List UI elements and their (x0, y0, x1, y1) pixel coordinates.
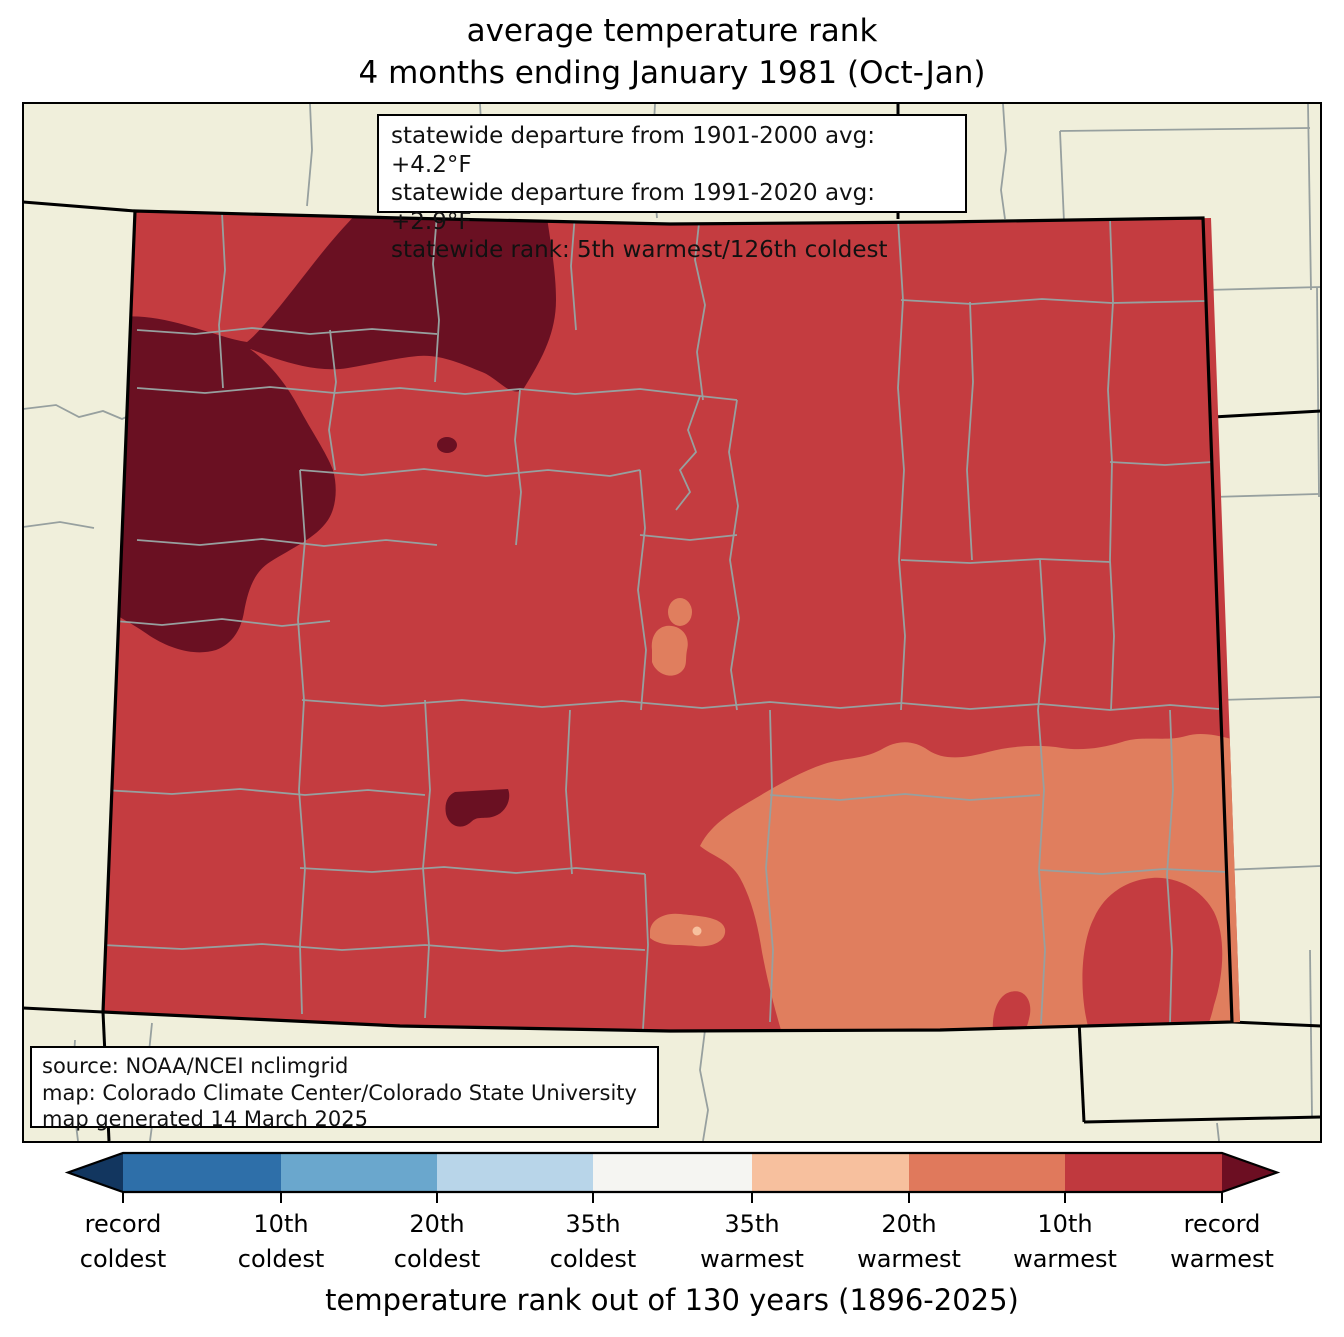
cb-label-text: warmest (857, 1245, 961, 1273)
colorbar-seg-4 (752, 1153, 909, 1192)
cb-label-text: 35th (565, 1210, 621, 1238)
record-warmest-northwest-region (112, 211, 556, 653)
colorbar-seg-1 (281, 1153, 437, 1192)
map-frame (22, 102, 1322, 1143)
record-warmest-south-central-blob (445, 789, 510, 827)
cb-label-35th-warmest: 35th warmest (662, 1207, 842, 1277)
warm-35th-speck (692, 926, 702, 936)
cb-label-text: 20th (409, 1210, 465, 1238)
cb-label-text: warmest (1013, 1245, 1117, 1273)
colorbar-seg-2 (437, 1153, 593, 1192)
colorbar-seg-3 (593, 1153, 752, 1192)
cb-label-text: coldest (79, 1245, 167, 1273)
cb-label-35th-coldest: 35th coldest (503, 1207, 683, 1277)
cb-label-10th-coldest: 10th coldest (191, 1207, 371, 1277)
cb-label-text: coldest (237, 1245, 325, 1273)
chart-title: average temperature rank 4 months ending… (0, 10, 1344, 94)
colorbar-seg-5 (909, 1153, 1065, 1192)
cb-label-20th-coldest: 20th coldest (347, 1207, 527, 1277)
red-island-southeast-corner (1082, 877, 1223, 1031)
cb-label-text: 10th (1037, 1210, 1093, 1238)
cb-label-10th-warmest: 10th warmest (975, 1207, 1155, 1277)
colorbar (64, 1151, 1281, 1203)
warm-20th-central-dot (668, 598, 692, 626)
cb-label-record-warmest: record warmest (1132, 1207, 1312, 1277)
cb-label-text: 35th (724, 1210, 780, 1238)
source-line-2: map: Colorado Climate Center/Colorado St… (42, 1080, 637, 1105)
record-warmest-dot (437, 437, 457, 453)
source-line-1: source: NOAA/NCEI nclimgrid (42, 1054, 349, 1078)
title-line-1: average temperature rank (466, 13, 878, 49)
source-box: source: NOAA/NCEI nclimgrid map: Colorad… (30, 1046, 659, 1131)
colorbar-ticks (122, 1192, 1223, 1203)
warm-20th-central-blob (651, 625, 688, 676)
title-line-2: 4 months ending January 1981 (Oct-Jan) (358, 55, 986, 91)
cb-label-text: warmest (1170, 1245, 1274, 1273)
rank-regions (112, 211, 1240, 1031)
colorbar-left-arrow (68, 1153, 123, 1192)
stats-line-3: statewide rank: 5th warmest/126th coldes… (391, 237, 888, 263)
colorbar-seg-0 (123, 1153, 281, 1192)
colorbar-axis-label: temperature rank out of 130 years (1896-… (325, 1283, 1019, 1317)
stats-box: statewide departure from 1901-2000 avg: … (377, 114, 967, 263)
colorado-state-border (101, 209, 1234, 1033)
cb-label-record-coldest: record coldest (33, 1207, 213, 1277)
stats-line-2: statewide departure from 1991-2020 avg: … (391, 180, 875, 235)
colorbar-seg-6 (1065, 1153, 1222, 1192)
cb-label-20th-warmest: 20th warmest (819, 1207, 999, 1277)
stats-line-1: statewide departure from 1901-2000 avg: … (391, 123, 875, 178)
cb-label-text: warmest (700, 1245, 804, 1273)
colorado-county-lines (103, 212, 1228, 1030)
cb-label-text: 20th (881, 1210, 937, 1238)
cb-label-text: record (1183, 1210, 1261, 1238)
colorbar-right-arrow (1222, 1153, 1277, 1192)
cb-label-text: 10th (253, 1210, 309, 1238)
cb-label-text: record (84, 1210, 162, 1238)
cb-label-text: coldest (549, 1245, 637, 1273)
warm-20th-south-blob (650, 913, 726, 947)
source-line-3: map generated 14 March 2025 (42, 1107, 369, 1131)
cb-label-text: coldest (393, 1245, 481, 1273)
